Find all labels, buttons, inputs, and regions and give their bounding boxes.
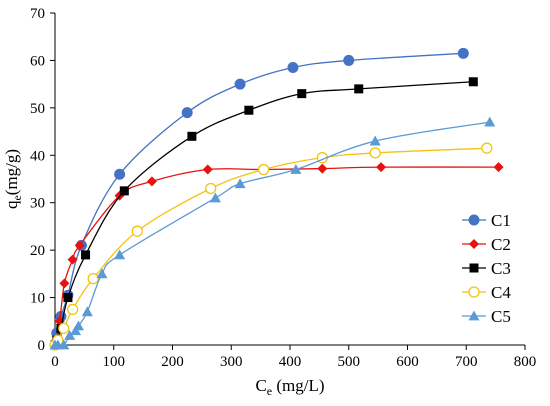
legend-item-c3: C3 (462, 259, 511, 278)
legend-item-c4: C4 (462, 283, 511, 302)
x-tick-label: 100 (103, 354, 126, 370)
legend-item-c1: C1 (462, 211, 511, 230)
data-point-c4 (87, 272, 99, 285)
y-tick-label: 70 (30, 6, 45, 22)
x-tick-label: 800 (514, 354, 537, 370)
data-point-c4 (205, 182, 217, 195)
data-point-c4 (369, 147, 381, 159)
data-point-c5 (290, 164, 302, 174)
data-point-c3 (119, 186, 129, 196)
x-tick-label: 0 (51, 354, 59, 370)
data-point-c2 (74, 240, 85, 251)
data-point-c5 (73, 320, 84, 331)
data-point-c5 (96, 268, 108, 279)
series-layer (49, 47, 504, 351)
y-tick-label: 20 (30, 243, 45, 259)
data-point-c5 (234, 178, 246, 189)
x-tick-label: 500 (338, 354, 361, 370)
data-point-c5 (58, 339, 70, 350)
data-point-c1 (114, 168, 126, 180)
data-point-c5 (369, 135, 381, 146)
data-point-c2 (59, 278, 70, 289)
legend-label: C4 (491, 283, 511, 302)
legend-marker (469, 239, 479, 249)
data-point-c4 (131, 225, 143, 237)
data-point-c4 (58, 322, 70, 335)
data-point-c2 (317, 163, 328, 174)
data-point-c1 (234, 78, 246, 90)
data-point-c5 (64, 330, 76, 340)
data-point-c2 (202, 164, 213, 175)
x-tick-label: 400 (279, 354, 302, 370)
data-point-c5 (114, 249, 126, 260)
y-tick-label: 30 (30, 196, 45, 212)
legend: C1 C2 C3 C4 C5 (462, 211, 511, 326)
data-point-c3 (354, 84, 364, 94)
y-tick-label: 60 (30, 53, 45, 69)
data-point-c3 (63, 293, 73, 303)
x-tick-label: 600 (396, 354, 419, 370)
legend-marker (468, 310, 480, 321)
x-axis-title: Ce (mg/L) (255, 376, 324, 398)
legend-label: C2 (491, 235, 511, 254)
data-point-c4 (481, 142, 493, 154)
data-point-c3 (81, 250, 91, 260)
data-point-c4 (66, 303, 79, 316)
data-point-c5 (81, 306, 93, 317)
legend-label: C3 (491, 259, 511, 278)
y-tick-label: 10 (30, 291, 45, 307)
legend-item-c5: C5 (462, 307, 511, 326)
data-point-c1 (287, 62, 299, 74)
data-point-c4 (257, 163, 270, 176)
legend-marker (468, 286, 480, 298)
x-tick-label: 200 (161, 354, 184, 370)
data-point-c1 (457, 47, 469, 59)
series-c5 (49, 116, 496, 350)
data-point-c5 (209, 192, 221, 203)
data-point-c2 (146, 176, 157, 187)
data-point-c3 (468, 77, 478, 87)
data-point-c3 (187, 131, 197, 141)
legend-marker (469, 263, 479, 273)
data-point-c5 (484, 116, 496, 127)
x-tick-label: 300 (220, 354, 243, 370)
series-c4 (49, 142, 493, 351)
y-tick-label: 50 (30, 101, 45, 117)
y-tick-label: 0 (38, 338, 46, 354)
data-point-c1 (343, 54, 355, 66)
legend-item-c2: C2 (462, 235, 511, 254)
data-point-c3 (244, 105, 254, 115)
legend-label: C5 (491, 307, 511, 326)
data-point-c2 (376, 162, 387, 173)
legend-label: C1 (491, 211, 511, 230)
y-tick-label: 40 (30, 148, 45, 164)
data-point-c3 (297, 89, 307, 99)
x-tick-label: 700 (455, 354, 478, 370)
legend-marker (468, 214, 480, 226)
y-axis-title: qe(mg/g) (2, 149, 24, 209)
data-point-c2 (493, 162, 504, 173)
data-point-c2 (67, 254, 78, 265)
data-point-c1 (181, 107, 193, 119)
